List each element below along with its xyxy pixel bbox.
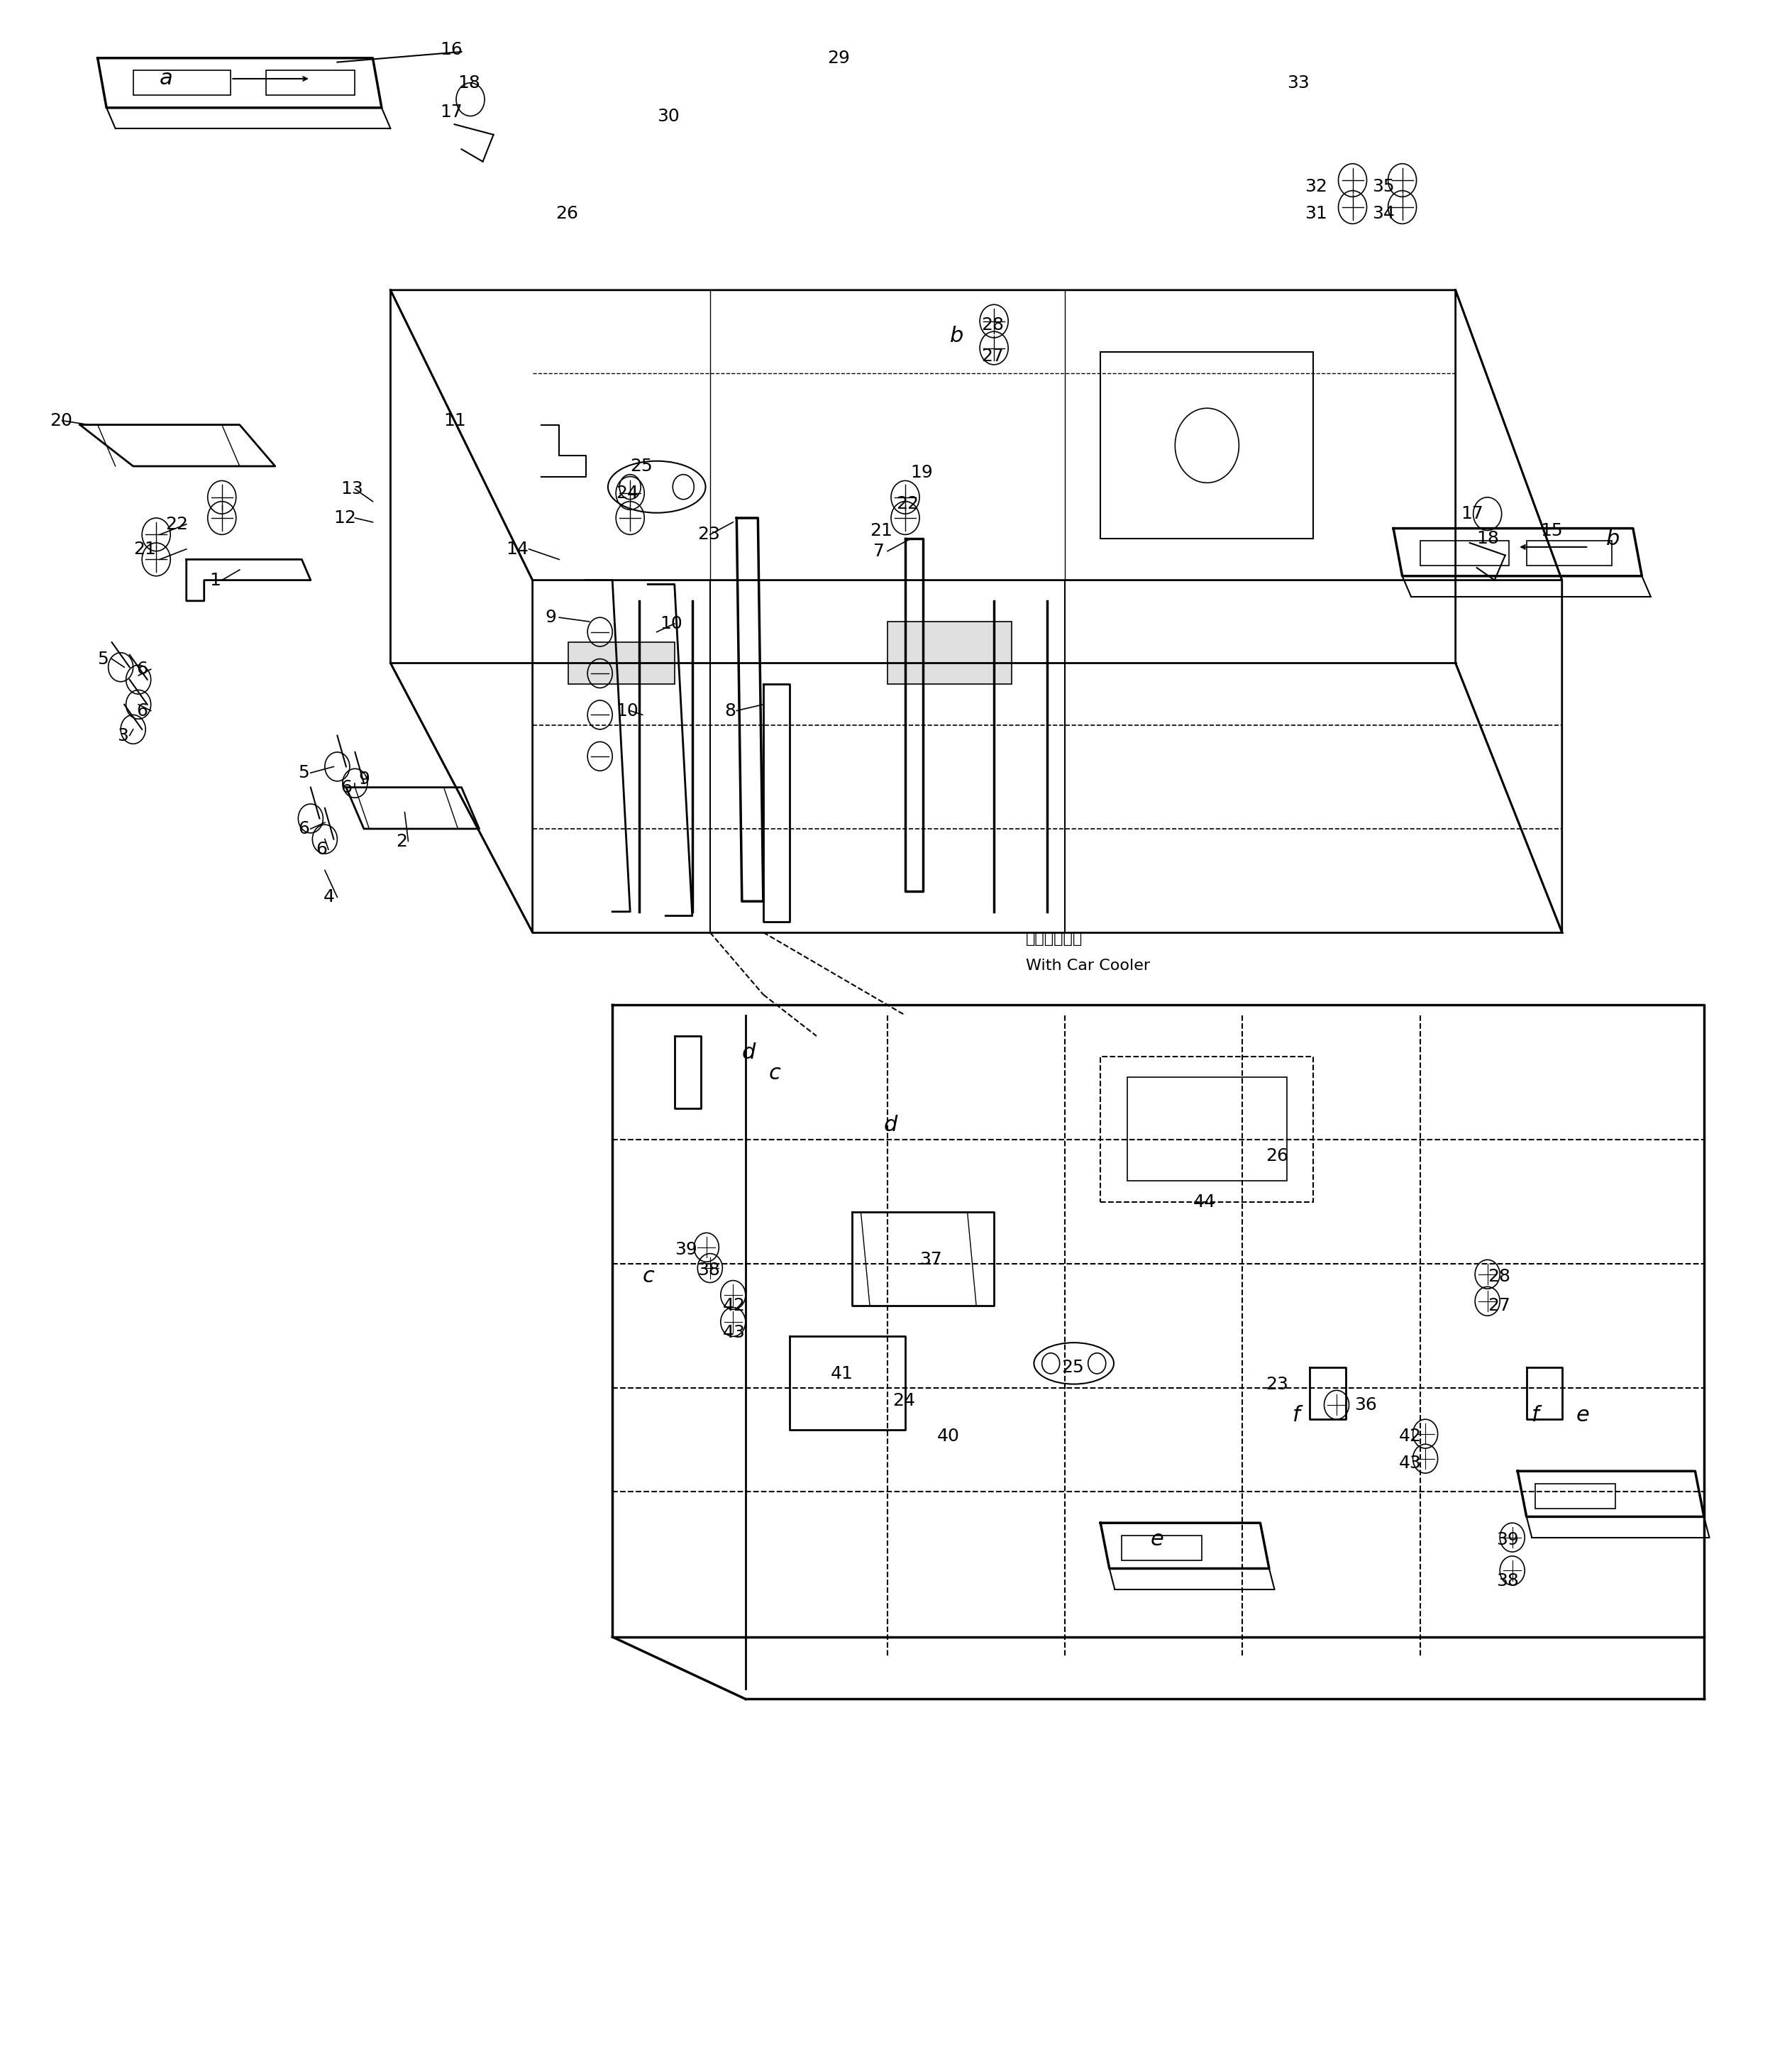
Text: 3: 3 [117, 727, 128, 744]
Text: a: a [160, 68, 172, 89]
Text: 8: 8 [724, 702, 735, 719]
Text: 6: 6 [298, 821, 309, 837]
Text: 27: 27 [982, 348, 1005, 365]
Text: 32: 32 [1305, 178, 1328, 195]
Text: c: c [643, 1266, 655, 1287]
Text: 44: 44 [1193, 1193, 1216, 1210]
Text: 25: 25 [630, 458, 653, 474]
Text: b: b [950, 325, 964, 346]
Text: 2: 2 [396, 833, 406, 850]
Bar [266, 70, 355, 95]
Text: 20: 20 [50, 412, 73, 429]
Text: 38: 38 [1496, 1573, 1519, 1589]
Bar [1127, 1077, 1287, 1181]
Text: 28: 28 [982, 317, 1005, 334]
Text: 22: 22 [165, 516, 188, 533]
Text: 21: 21 [133, 541, 156, 557]
Text: 14: 14 [506, 541, 529, 557]
Text: 31: 31 [1305, 205, 1328, 222]
Bar [1100, 1057, 1314, 1202]
Text: 17: 17 [440, 104, 463, 120]
Text: 6: 6 [341, 779, 351, 796]
Text: 24: 24 [616, 485, 639, 501]
Bar [1535, 1484, 1615, 1508]
Text: 23: 23 [698, 526, 721, 543]
Text: 6: 6 [137, 661, 147, 678]
Text: 43: 43 [1399, 1455, 1422, 1471]
Text: 12: 12 [334, 510, 357, 526]
Text: 26: 26 [1266, 1148, 1289, 1164]
Text: 5: 5 [98, 651, 108, 667]
Text: 39: 39 [1496, 1531, 1519, 1548]
Text: 10: 10 [616, 702, 639, 719]
Text: 26: 26 [556, 205, 579, 222]
Text: 6: 6 [316, 841, 327, 858]
Text: 18: 18 [1477, 530, 1500, 547]
Text: 28: 28 [1487, 1268, 1511, 1285]
Text: 43: 43 [722, 1324, 745, 1341]
Text: 22: 22 [896, 495, 919, 512]
Bar [568, 642, 674, 684]
Text: 23: 23 [1266, 1376, 1289, 1392]
Text: 18: 18 [458, 75, 481, 91]
Text: 6: 6 [137, 702, 147, 719]
Text: 11: 11 [444, 412, 467, 429]
Text: 38: 38 [698, 1262, 721, 1278]
Text: 15: 15 [1541, 522, 1564, 539]
Text: f: f [1292, 1405, 1299, 1426]
Text: 40: 40 [937, 1428, 960, 1444]
Text: 35: 35 [1372, 178, 1395, 195]
Text: 13: 13 [341, 481, 364, 497]
Text: 25: 25 [1061, 1359, 1085, 1376]
Bar [1526, 541, 1612, 566]
Text: 4: 4 [323, 889, 334, 905]
Text: 17: 17 [1461, 506, 1484, 522]
Text: 10: 10 [660, 615, 683, 632]
Text: 36: 36 [1354, 1397, 1377, 1413]
Text: 42: 42 [1399, 1428, 1422, 1444]
Text: 9: 9 [359, 771, 369, 787]
Text: 30: 30 [657, 108, 680, 124]
Bar [1122, 1535, 1202, 1560]
Text: 42: 42 [722, 1297, 745, 1314]
Text: 37: 37 [919, 1251, 943, 1268]
Text: e: e [1576, 1405, 1589, 1426]
Text: 21: 21 [870, 522, 893, 539]
Text: b: b [1606, 528, 1621, 549]
Bar [1420, 541, 1509, 566]
Text: e: e [1150, 1529, 1163, 1550]
Text: 39: 39 [674, 1241, 698, 1258]
Text: f: f [1532, 1405, 1539, 1426]
Text: d: d [742, 1042, 756, 1063]
Text: With Car Cooler: With Car Cooler [1026, 959, 1150, 972]
Text: 27: 27 [1487, 1297, 1511, 1314]
Text: 1: 1 [209, 572, 220, 588]
Text: 16: 16 [440, 41, 463, 58]
Bar [888, 622, 1012, 684]
Bar [133, 70, 231, 95]
Text: 34: 34 [1372, 205, 1395, 222]
Bar [1100, 352, 1314, 539]
Text: 24: 24 [893, 1392, 916, 1409]
Text: d: d [884, 1115, 898, 1135]
Text: c: c [769, 1063, 781, 1084]
Text: 19: 19 [911, 464, 934, 481]
Text: 5: 5 [298, 765, 309, 781]
Text: カークーラ付: カークーラ付 [1026, 932, 1083, 945]
Text: 7: 7 [873, 543, 884, 559]
Text: 41: 41 [831, 1365, 854, 1382]
Text: 9: 9 [545, 609, 556, 626]
Text: 33: 33 [1287, 75, 1310, 91]
Text: 29: 29 [827, 50, 850, 66]
